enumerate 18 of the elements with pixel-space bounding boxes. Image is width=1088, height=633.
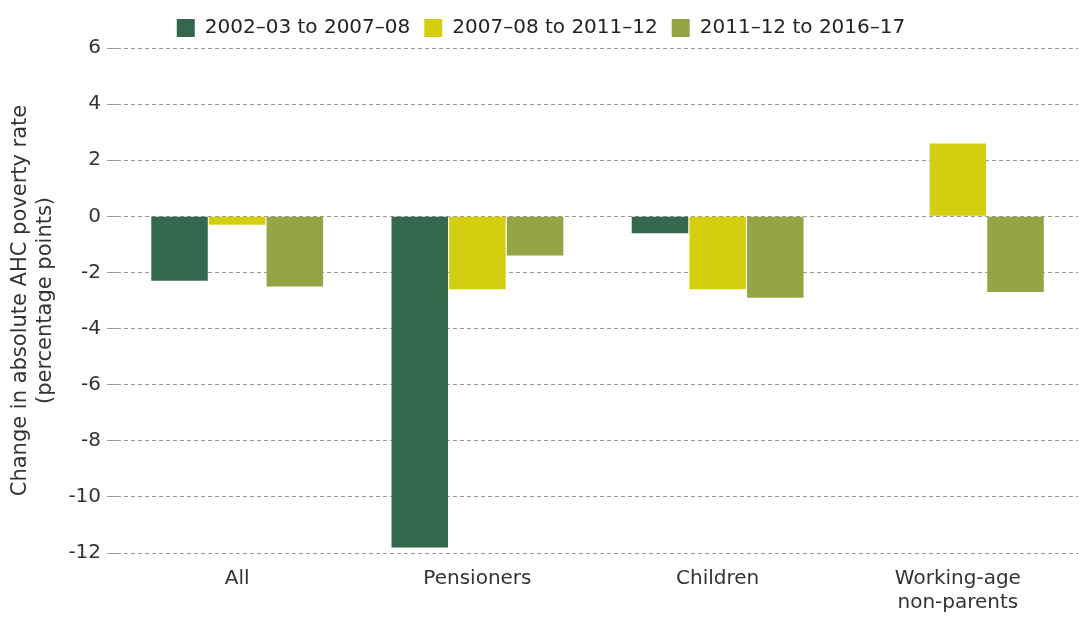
y-tick-label: -6	[81, 370, 102, 395]
y-tick-label: -12	[68, 539, 102, 564]
y-axis-title: Change in absolute AHC poverty rate (percentage points)	[7, 104, 57, 497]
legend-label: 2011–12 to 2016–17	[699, 14, 906, 39]
x-tick-label: Pensioners	[423, 565, 532, 590]
x-tick-label: All	[224, 565, 250, 590]
x-tick-label: Children	[676, 565, 760, 590]
x-tick-label: Working-age non-parents	[894, 565, 1021, 614]
y-tick-label: 4	[88, 90, 102, 115]
legend-label: 2002–03 to 2007–08	[204, 14, 411, 39]
y-tick-label: 2	[88, 146, 102, 171]
y-tick-label: -8	[81, 426, 102, 451]
y-tick-label: -4	[81, 314, 102, 339]
legend-label: 2007–08 to 2011–12	[452, 14, 658, 39]
y-tick-label: 0	[88, 202, 102, 227]
y-tick-label: 6	[88, 34, 102, 59]
y-tick-label: -2	[81, 258, 102, 283]
y-tick-label: -10	[68, 483, 102, 508]
